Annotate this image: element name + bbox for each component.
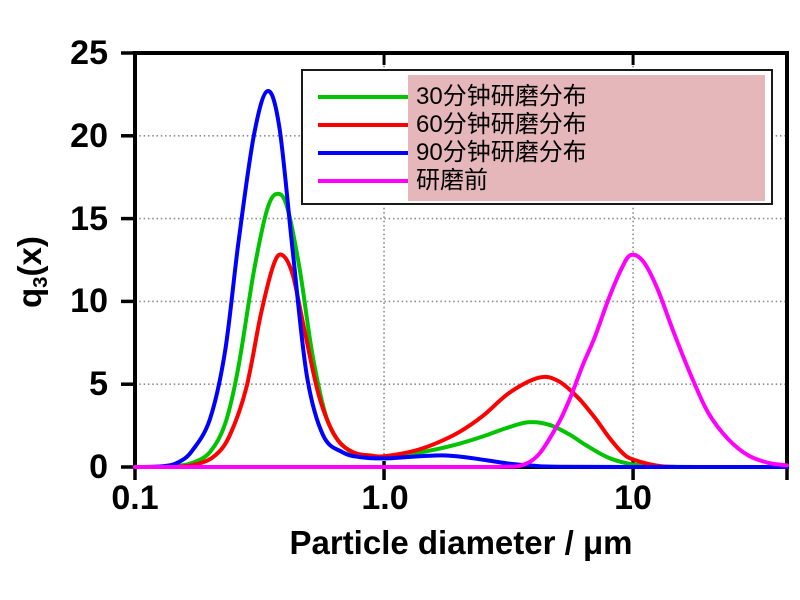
legend-line-swatch-30min — [318, 95, 408, 99]
legend-label-before-milling: 研磨前 — [416, 167, 488, 194]
y-tick-label-20: 20 — [70, 117, 108, 155]
legend-entry-30min: 30分钟研磨分布 — [303, 83, 771, 111]
legend-label-90min: 90分钟研磨分布 — [416, 139, 587, 166]
x-tick-label-1.0: 1.0 — [361, 479, 409, 517]
legend-entry-60min: 60分钟研磨分布 — [303, 111, 771, 139]
y-tick-label-15: 15 — [70, 200, 108, 238]
legend-label-60min: 60分钟研磨分布 — [416, 111, 587, 138]
data-curves — [133, 89, 789, 470]
y-axis-title-subscript: 3 — [29, 276, 53, 288]
y-axis-title-suffix: (x) — [10, 236, 48, 277]
legend-entry-before-milling: 研磨前 — [303, 167, 771, 195]
y-axis-title-base: q — [10, 287, 48, 308]
legend-highlight-overlay — [408, 75, 765, 201]
y-tick-label-25: 25 — [70, 34, 108, 72]
y-tick-label-0: 0 — [89, 448, 108, 486]
legend-label-30min: 30分钟研磨分布 — [416, 83, 587, 110]
y-axis-title-wrap: q3(x) — [0, 160, 64, 384]
x-tick-label-0.1: 0.1 — [111, 479, 159, 517]
x-tick-label-10: 10 — [614, 479, 652, 517]
legend-line-swatch-60min — [318, 123, 408, 127]
y-axis-title: q3(x) — [11, 236, 53, 308]
x-axis-title: Particle diameter / μm — [289, 524, 633, 561]
legend-line-swatch-before-milling — [318, 179, 408, 183]
y-tick-label-10: 10 — [70, 282, 108, 320]
legend-entry-90min: 90分钟研磨分布 — [303, 139, 771, 167]
legend-line-swatch-90min — [318, 151, 408, 155]
legend: 30分钟研磨分布 60分钟研磨分布 90分钟研磨分布 研磨前 — [301, 69, 773, 205]
y-tick-label-5: 5 — [89, 365, 108, 403]
